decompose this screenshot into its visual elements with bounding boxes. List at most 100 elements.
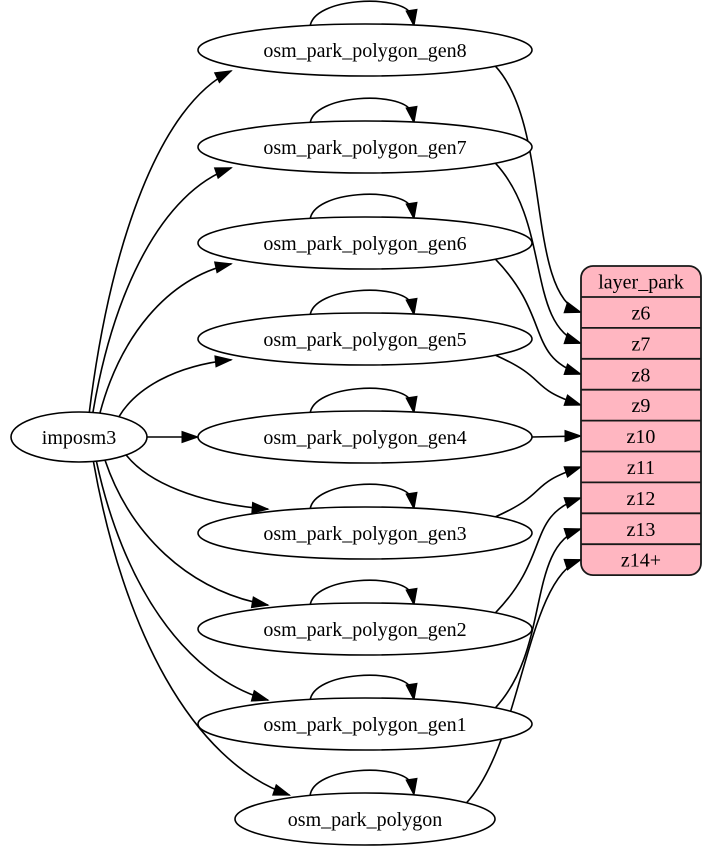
edge-osm_park_polygon_gen1-to-osm_park_polygon_gen1-arrowhead xyxy=(405,682,418,702)
edge-imposm3-to-osm_park_polygon_gen3 xyxy=(125,454,270,514)
edge-osm_park_polygon_gen4-to-layer_park-z10 xyxy=(531,429,583,443)
edge-osm_park_polygon_gen2-to-layer_park-z12 xyxy=(494,497,583,614)
layer_park-row-z9: z9 xyxy=(632,395,651,417)
edge-osm_park_polygon_gen3-to-osm_park_polygon_gen3 xyxy=(309,483,418,511)
node-shape-imposm3 xyxy=(10,411,148,463)
edge-osm_park_polygon_gen5-to-osm_park_polygon_gen5-path xyxy=(309,289,412,317)
edge-imposm3-to-osm_park_polygon_gen8-arrowhead xyxy=(213,70,233,84)
node-label-osm_park_polygon_gen1: osm_park_polygon_gen1 xyxy=(263,714,466,736)
edge-osm_park_polygon_gen5-to-layer_park-z9-path xyxy=(494,354,582,406)
edge-imposm3-to-osm_park_polygon_gen4 xyxy=(147,430,200,444)
node-label-osm_park_polygon_gen5: osm_park_polygon_gen5 xyxy=(263,329,466,351)
node-label-osm_park_polygon_gen8: osm_park_polygon_gen8 xyxy=(263,40,466,62)
edge-imposm3-to-osm_park_polygon_gen1 xyxy=(95,461,270,702)
node-shape-osm_park_polygon_gen3 xyxy=(197,506,533,560)
edge-osm_park_polygon-to-osm_park_polygon-arrowhead xyxy=(405,777,418,797)
node-shape-osm_park_polygon_gen2 xyxy=(197,602,533,656)
edge-imposm3-to-osm_park_polygon_gen2 xyxy=(104,459,270,609)
edge-osm_park_polygon_gen2-to-osm_park_polygon_gen2-arrowhead xyxy=(405,587,418,607)
edge-osm_park_polygon_gen5-to-layer_park-z9-arrowhead xyxy=(563,394,583,406)
edge-imposm3-to-osm_park_polygon_gen7-arrowhead xyxy=(213,167,233,180)
edge-imposm3-to-osm_park_polygon_gen5-path xyxy=(118,359,232,418)
edge-imposm3-to-osm_park_polygon_gen1-arrowhead xyxy=(250,689,270,702)
node-shape-osm_park_polygon_gen7 xyxy=(197,120,533,174)
edge-osm_park_polygon_gen3-to-layer_park-z11 xyxy=(494,466,583,518)
edge-osm_park_polygon_gen1-to-osm_park_polygon_gen1 xyxy=(309,674,418,702)
node-imposm3: imposm3 xyxy=(10,411,148,463)
edge-osm_park_polygon_gen6-to-osm_park_polygon_gen6-arrowhead xyxy=(405,201,418,221)
node-label-osm_park_polygon_gen7: osm_park_polygon_gen7 xyxy=(263,137,466,159)
edge-osm_park_polygon_gen6-to-layer_park-z8 xyxy=(494,258,583,376)
edge-osm_park_polygon_gen4-to-osm_park_polygon_gen4-path xyxy=(309,387,412,415)
edge-osm_park_polygon-to-layer_park-z14--path xyxy=(465,558,582,804)
edge-osm_park_polygon_gen3-to-layer_park-z11-path xyxy=(494,466,582,518)
node-label-osm_park_polygon_gen2: osm_park_polygon_gen2 xyxy=(263,619,466,641)
layer_park-row-z13: z13 xyxy=(627,519,656,541)
edge-osm_park_polygon_gen7-to-layer_park-z7 xyxy=(494,162,583,345)
edge-osm_park_polygon_gen5-to-layer_park-z9 xyxy=(494,354,583,406)
edge-osm_park_polygon_gen2-to-osm_park_polygon_gen2-path xyxy=(309,579,412,607)
edge-imposm3-to-osm_park_polygon-path xyxy=(92,461,290,796)
edge-osm_park_polygon_gen2-to-osm_park_polygon_gen2 xyxy=(309,579,418,607)
node-osm_park_polygon_gen4: osm_park_polygon_gen4 xyxy=(197,410,533,464)
edge-osm_park_polygon-to-osm_park_polygon-path xyxy=(309,769,412,797)
nodes-layer: imposm3 osm_park_polygon_gen8 osm_park_pol… xyxy=(10,23,702,846)
node-label-osm_park_polygon_gen4: osm_park_polygon_gen4 xyxy=(263,427,466,449)
edge-osm_park_polygon_gen8-to-layer_park-z6 xyxy=(494,65,583,314)
node-label-osm_park_polygon_gen6: osm_park_polygon_gen6 xyxy=(263,233,466,255)
edge-imposm3-to-osm_park_polygon_gen2-arrowhead xyxy=(250,596,270,609)
edge-osm_park_polygon_gen1-to-osm_park_polygon_gen1-path xyxy=(309,674,412,702)
edge-imposm3-to-osm_park_polygon_gen1-path xyxy=(95,461,269,701)
edge-osm_park_polygon_gen8-to-osm_park_polygon_gen8 xyxy=(309,0,418,28)
edge-imposm3-to-osm_park_polygon xyxy=(92,461,292,796)
edge-imposm3-to-osm_park_polygon_gen2-path xyxy=(104,459,269,606)
layer_park-row-z12: z12 xyxy=(627,488,656,510)
edge-osm_park_polygon_gen1-to-layer_park-z13-path xyxy=(494,528,582,709)
layer_park-row-z6: z6 xyxy=(632,302,651,324)
edge-osm_park_polygon_gen1-to-layer_park-z13-arrowhead xyxy=(563,527,583,540)
edge-imposm3-to-osm_park_polygon_gen6-path xyxy=(99,263,232,414)
node-osm_park_polygon_gen6: osm_park_polygon_gen6 xyxy=(197,216,533,270)
node-shape-osm_park_polygon xyxy=(234,792,496,846)
edge-imposm3-to-osm_park_polygon_gen3-arrowhead xyxy=(251,501,270,514)
edge-osm_park_polygon_gen6-to-layer_park-z8-path xyxy=(494,258,582,376)
edge-imposm3-to-osm_park_polygon_gen7 xyxy=(92,167,233,413)
edge-osm_park_polygon-to-layer_park-z14--arrowhead xyxy=(563,558,583,571)
edge-imposm3-to-osm_park_polygon_gen5-arrowhead xyxy=(214,355,233,368)
layer_park-row-z14plus: z14+ xyxy=(621,550,661,572)
node-osm_park_polygon_gen1: osm_park_polygon_gen1 xyxy=(197,697,533,751)
edge-osm_park_polygon_gen4-to-osm_park_polygon_gen4-arrowhead xyxy=(405,395,418,415)
edge-osm_park_polygon_gen1-to-layer_park-z13 xyxy=(494,527,583,709)
edge-osm_park_polygon_gen8-to-osm_park_polygon_gen8-path xyxy=(309,0,412,28)
edge-imposm3-to-osm_park_polygon_gen4-arrowhead xyxy=(181,430,200,444)
edge-osm_park_polygon_gen7-to-osm_park_polygon_gen7-path xyxy=(309,97,412,125)
node-osm_park_polygon_gen2: osm_park_polygon_gen2 xyxy=(197,602,533,656)
node-osm_park_polygon_gen3: osm_park_polygon_gen3 xyxy=(197,506,533,560)
node-shape-osm_park_polygon_gen6 xyxy=(197,216,533,270)
edge-imposm3-to-osm_park_polygon_gen5 xyxy=(118,355,233,418)
edge-imposm3-to-osm_park_polygon_gen8-path xyxy=(88,70,232,413)
node-osm_park_polygon: osm_park_polygon xyxy=(234,792,496,846)
edges-layer xyxy=(88,0,583,804)
edge-osm_park_polygon-to-osm_park_polygon xyxy=(309,769,418,797)
node-osm_park_polygon_gen8: osm_park_polygon_gen8 xyxy=(197,23,533,77)
edge-osm_park_polygon_gen3-to-osm_park_polygon_gen3-arrowhead xyxy=(405,491,418,511)
edge-osm_park_polygon_gen6-to-layer_park-z8-arrowhead xyxy=(563,363,583,376)
node-osm_park_polygon_gen7: osm_park_polygon_gen7 xyxy=(197,120,533,174)
edge-imposm3-to-osm_park_polygon-arrowhead xyxy=(272,783,292,796)
edge-osm_park_polygon_gen3-to-osm_park_polygon_gen3-path xyxy=(309,483,412,511)
edge-osm_park_polygon_gen6-to-osm_park_polygon_gen6 xyxy=(309,193,418,221)
node-layer_park: layer_park z6 z7 z8 z9 z10 z11 z12 z13 z14+ xyxy=(580,265,702,576)
node-shape-osm_park_polygon_gen8 xyxy=(197,23,533,77)
layer_park-row-z10: z10 xyxy=(627,426,656,448)
edge-osm_park_polygon_gen2-to-layer_park-z12-arrowhead xyxy=(563,497,583,509)
edge-imposm3-to-osm_park_polygon_gen6 xyxy=(99,261,233,414)
node-shape-osm_park_polygon_gen5 xyxy=(197,312,533,366)
edge-osm_park_polygon_gen8-to-osm_park_polygon_gen8-arrowhead xyxy=(405,8,418,28)
edge-osm_park_polygon_gen8-to-layer_park-z6-arrowhead xyxy=(563,301,583,314)
edge-osm_park_polygon_gen6-to-osm_park_polygon_gen6-path xyxy=(309,193,412,221)
edge-osm_park_polygon_gen7-to-layer_park-z7-path xyxy=(494,162,582,345)
node-label-osm_park_polygon_gen3: osm_park_polygon_gen3 xyxy=(263,523,466,545)
edge-osm_park_polygon_gen4-to-layer_park-z10-arrowhead xyxy=(564,429,583,443)
